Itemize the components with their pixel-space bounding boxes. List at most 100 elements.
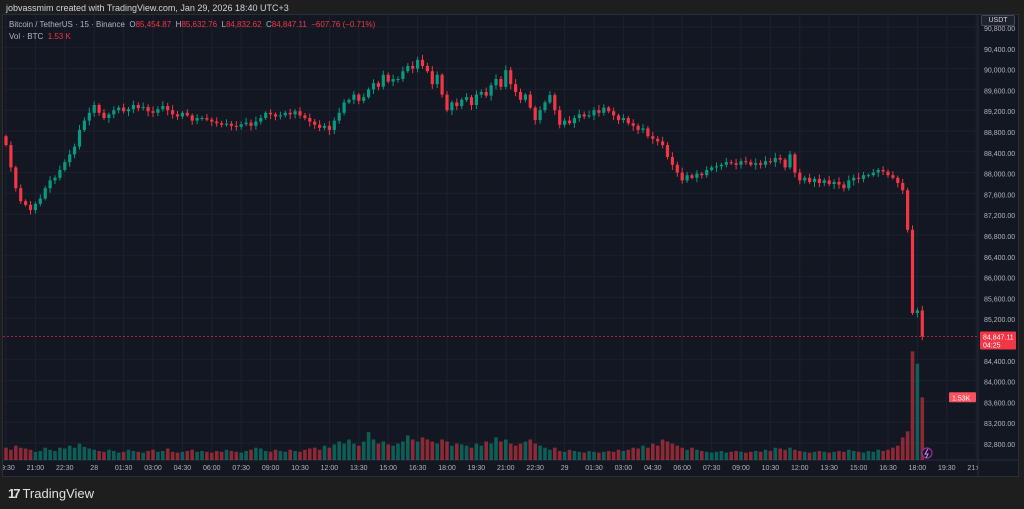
volume-bar [631,447,635,460]
candle-body [102,112,106,118]
volume-bar [406,435,410,460]
volume-bar [557,450,562,460]
candle-body [518,92,523,100]
volume-bar [239,452,243,460]
volume-bar [474,443,479,460]
volume-bar [538,445,542,460]
candle-body [759,163,763,165]
time-tick-label: 22:30 [526,465,544,472]
candle-body [685,175,689,181]
volume-bar [102,451,106,460]
volume-bar [587,450,591,460]
volume-bar [425,439,430,460]
symbol-label[interactable]: Bitcoin / TetherUS · 15 · Binance [9,20,125,29]
candle-body [288,112,292,115]
candle-body [435,74,439,85]
volume-bar [43,447,47,460]
volume-bar [180,451,185,460]
candle-countdown: 04:25 [983,343,1001,350]
high-label: H [175,20,182,29]
volume-bar [352,443,356,460]
volume-bar [170,451,175,460]
lightning-bolt-icon [924,448,929,459]
lightning-event-icon[interactable] [921,447,933,459]
volume-bar [195,451,199,460]
candle-body [450,102,454,111]
candle-body [391,79,395,82]
volume-bar [244,450,248,460]
volume-bar [126,449,131,460]
volume-bar [391,445,395,460]
volume-bar [592,451,596,460]
candle-body [259,118,263,122]
volume-bar [670,443,675,460]
volume-bar [464,445,469,460]
time-tick-label: 06:00 [673,465,691,472]
volume-bar [513,445,518,460]
candle-body [283,112,287,116]
candle-body [729,162,733,164]
candle-body [73,146,77,155]
candle-body [558,110,562,125]
volume-bar [842,451,846,460]
volume-bar [146,450,150,460]
currency-button[interactable]: USDT [981,15,1015,26]
tradingview-logo[interactable]: 17 TradingView [8,486,94,501]
candle-body [396,79,400,80]
volume-bar [866,450,871,460]
price-tick-label: 83,200.00 [984,421,1015,428]
volume-bar [273,449,278,460]
candle-body [548,95,552,103]
volume-bar [744,452,748,460]
candle-body [538,110,542,121]
volume-bar [802,451,807,460]
time-tick-label: 03:00 [144,465,162,472]
volume-bar [739,451,743,460]
time-tick-label: 03:00 [615,465,633,472]
volume-bar [420,437,425,460]
price-tick-label: 90,800.00 [984,26,1015,33]
candle-body [754,163,758,165]
volume-bar [758,451,763,460]
candle-body [739,161,743,165]
price-tick-label: 84,400.00 [984,359,1015,366]
volume-bar [14,445,18,460]
time-tick-label: 22:30 [56,465,74,472]
volume-bar [812,451,817,460]
volume-bar [709,452,714,460]
candle-body [494,79,498,86]
candle-body [14,167,18,189]
volume-bar [665,441,670,460]
candle-body [107,114,111,118]
volume-bar [48,449,52,460]
candle-body [808,177,812,182]
volume-bar [636,448,640,460]
chart-panel[interactable] [2,14,1019,477]
candle-body [122,107,126,112]
volume-bar [229,450,234,460]
candle-body [112,110,116,115]
volume-label[interactable]: Vol · BTC [9,32,44,41]
volume-bar [611,451,616,460]
legend-volume-row: Vol · BTC 1.53 K [9,31,375,43]
volume-bar [455,443,459,460]
candle-body [77,129,82,147]
candle-body [533,107,537,121]
price-tick-label: 87,200.00 [984,213,1015,220]
volume-bar [9,449,13,460]
candle-body [293,111,297,115]
candle-body [156,109,160,113]
candle-body [278,115,282,117]
volume-bar [200,450,204,460]
volume-bar [72,447,77,460]
candle-body [528,94,532,108]
price-tick-label: 89,600.00 [984,88,1015,95]
candle-body [744,161,748,163]
candle-body [886,171,890,176]
candle-body [607,107,611,112]
candle-body [308,118,312,122]
tradingview-logo-text: TradingView [22,486,95,501]
candle-body [53,177,57,181]
candle-body [763,161,768,165]
